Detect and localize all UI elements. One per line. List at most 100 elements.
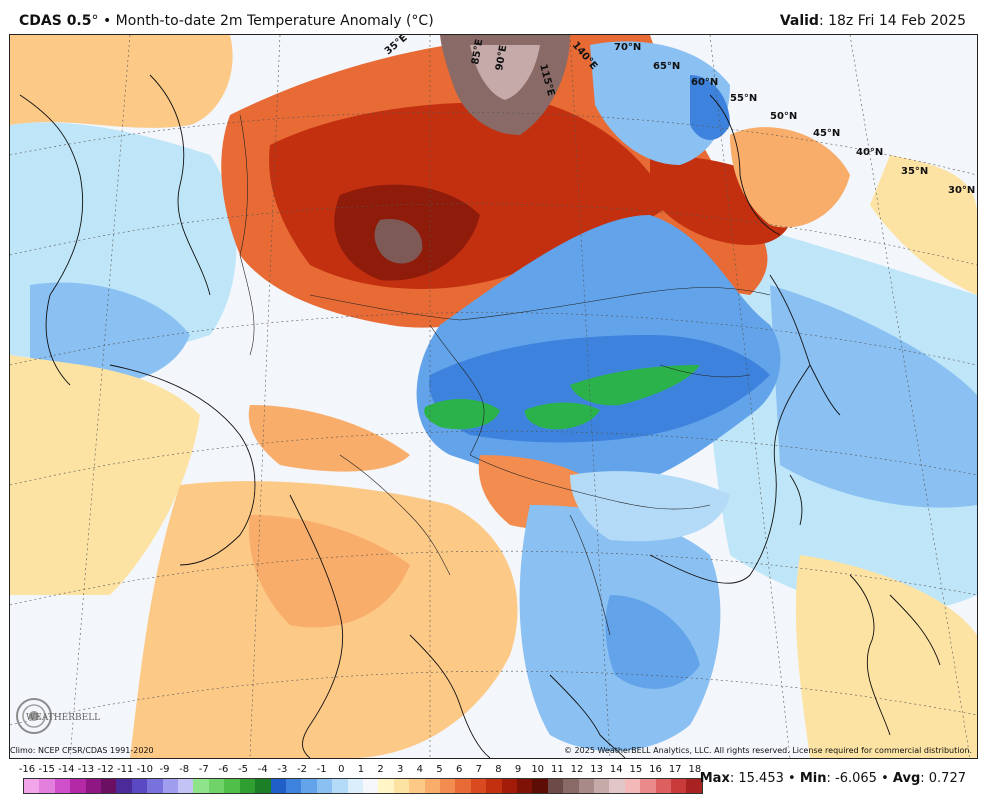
min-label: Min [799,771,827,786]
min-value: -6.065 [835,771,877,786]
europe-warm-region [10,35,233,128]
stats-sep-2: • [881,771,889,786]
legend-swatch [609,779,625,793]
legend-swatch [640,779,656,793]
tibet-cold-core [424,399,500,430]
legend-swatch [208,779,225,793]
legend-tick-label: -9 [159,764,170,775]
legend-swatch [393,779,410,793]
legend-tick-label: 17 [668,764,682,775]
avg-label: Avg [892,771,921,786]
header: CDAS 0.5° • Month-to-date 2m Temperature… [0,0,984,34]
legend-swatch [470,779,487,793]
legend-swatch [578,779,595,793]
legend-swatch [147,779,163,793]
kazakh-extreme-core [374,219,423,264]
nw-pacific-warm-region [870,155,977,295]
okhotsk-cool-core [690,75,730,140]
country-borders [239,114,771,636]
lat-label-55: 55°N [730,93,757,104]
legend-swatch [70,779,86,793]
stats-summary: Max: 15.453 • Min: -6.065 • Avg: 0.727 [699,771,966,786]
legend-swatch [439,779,456,793]
map-title: CDAS 0.5° • Month-to-date 2m Temperature… [19,13,434,29]
mideast-slight-warm-region [10,355,200,595]
lat-label-70: 70°N [614,42,641,53]
arctic-peak-core [470,45,540,100]
legend-tick-label: -5 [238,764,249,775]
max-value: 15.453 [738,771,784,786]
legend-swatch [316,779,333,793]
legend-tick-label: -10 [136,764,154,775]
legend-swatch [224,779,240,793]
legend-tick-label: 11 [550,764,564,775]
legend-tick-label: -13 [77,764,95,775]
legend-swatch [255,779,271,793]
lat-label-40: 40°N [856,147,883,158]
legend-swatch [486,779,502,793]
lat-label-65: 65°N [653,61,680,72]
logo-text: WEATHERBELL [26,713,100,723]
legend-swatch [239,779,256,793]
legend-swatch [362,779,379,793]
balkan-cool-region [30,282,190,385]
legend-tick-label: -4 [257,764,268,775]
avg-value: 0.727 [928,771,966,786]
legend-swatch [131,779,148,793]
legend-tick-label: 3 [397,764,404,775]
legend-swatch [270,779,286,793]
north-india-warm-core [249,515,410,628]
legend-tick-label: 2 [377,764,384,775]
legend-swatch [24,779,40,793]
legend-tick-label: -11 [117,764,134,775]
south-china-cool-region [570,471,730,542]
legend-tick-label: 8 [495,764,502,775]
max-label: Max [699,771,730,786]
legend-tick-label: -8 [179,764,190,775]
inner-mongolia-cold-core [570,365,700,406]
legend-swatch [455,779,471,793]
legend-tick-label: -1 [316,764,327,775]
legend-swatch [424,779,440,793]
stats-sep-1: • [788,771,796,786]
product-title: Month-to-date 2m Temperature Anomaly (°C… [115,13,434,29]
legend-tick-label: 14 [609,764,623,775]
legend-swatch [517,779,533,793]
legend-swatch [85,779,102,793]
lat-label-60: 60°N [691,77,718,88]
legend-swatch [655,779,672,793]
legend-swatch [54,779,71,793]
credit-row: Climo: NCEP CFSR/CDAS 1991-2020 © 2025 W… [0,745,984,759]
legend-tick-label: 7 [475,764,482,775]
legend-tick-label: -6 [218,764,229,775]
legend-swatch [178,779,194,793]
legend-tick-label: 1 [357,764,365,775]
valid-time: Valid: 18z Fri 14 Feb 2025 [780,13,966,29]
iran-warm-region [248,405,410,472]
legend-tick-label: 13 [590,764,603,775]
legend-swatch [501,779,517,793]
copyright-notice: © 2025 WeatherBELL Analytics, LLC. All r… [564,746,972,755]
legend-tick-label: -16 [18,764,36,775]
legend-swatch [347,779,363,793]
gobi-cold-core [524,402,600,430]
legend-swatch [624,779,641,793]
legend-swatch [101,779,117,793]
legend-tick-label: 9 [514,764,522,775]
legend-tick-label: -2 [296,764,307,775]
legend-swatch [671,779,687,793]
philippine-warm-region [795,555,977,758]
lat-label-45: 45°N [813,128,840,139]
lat-label-35: 35°N [901,166,928,177]
legend-tick-label: -12 [97,764,114,775]
legend-tick-label: 12 [570,764,584,775]
legend-swatch [686,779,702,793]
legend-tick-label: 16 [649,764,662,775]
anomaly-map: 70°N 65°N 60°N 55°N 50°N 45°N 40°N 35°N … [9,34,978,759]
legend-tick-label: 5 [436,764,443,775]
legend-tick-label: -15 [38,764,55,775]
legend-swatch [39,779,55,793]
lat-label-50: 50°N [770,111,797,122]
logo-swirl-icon: WEATHERBELL [16,698,100,734]
legend-swatch [193,779,209,793]
